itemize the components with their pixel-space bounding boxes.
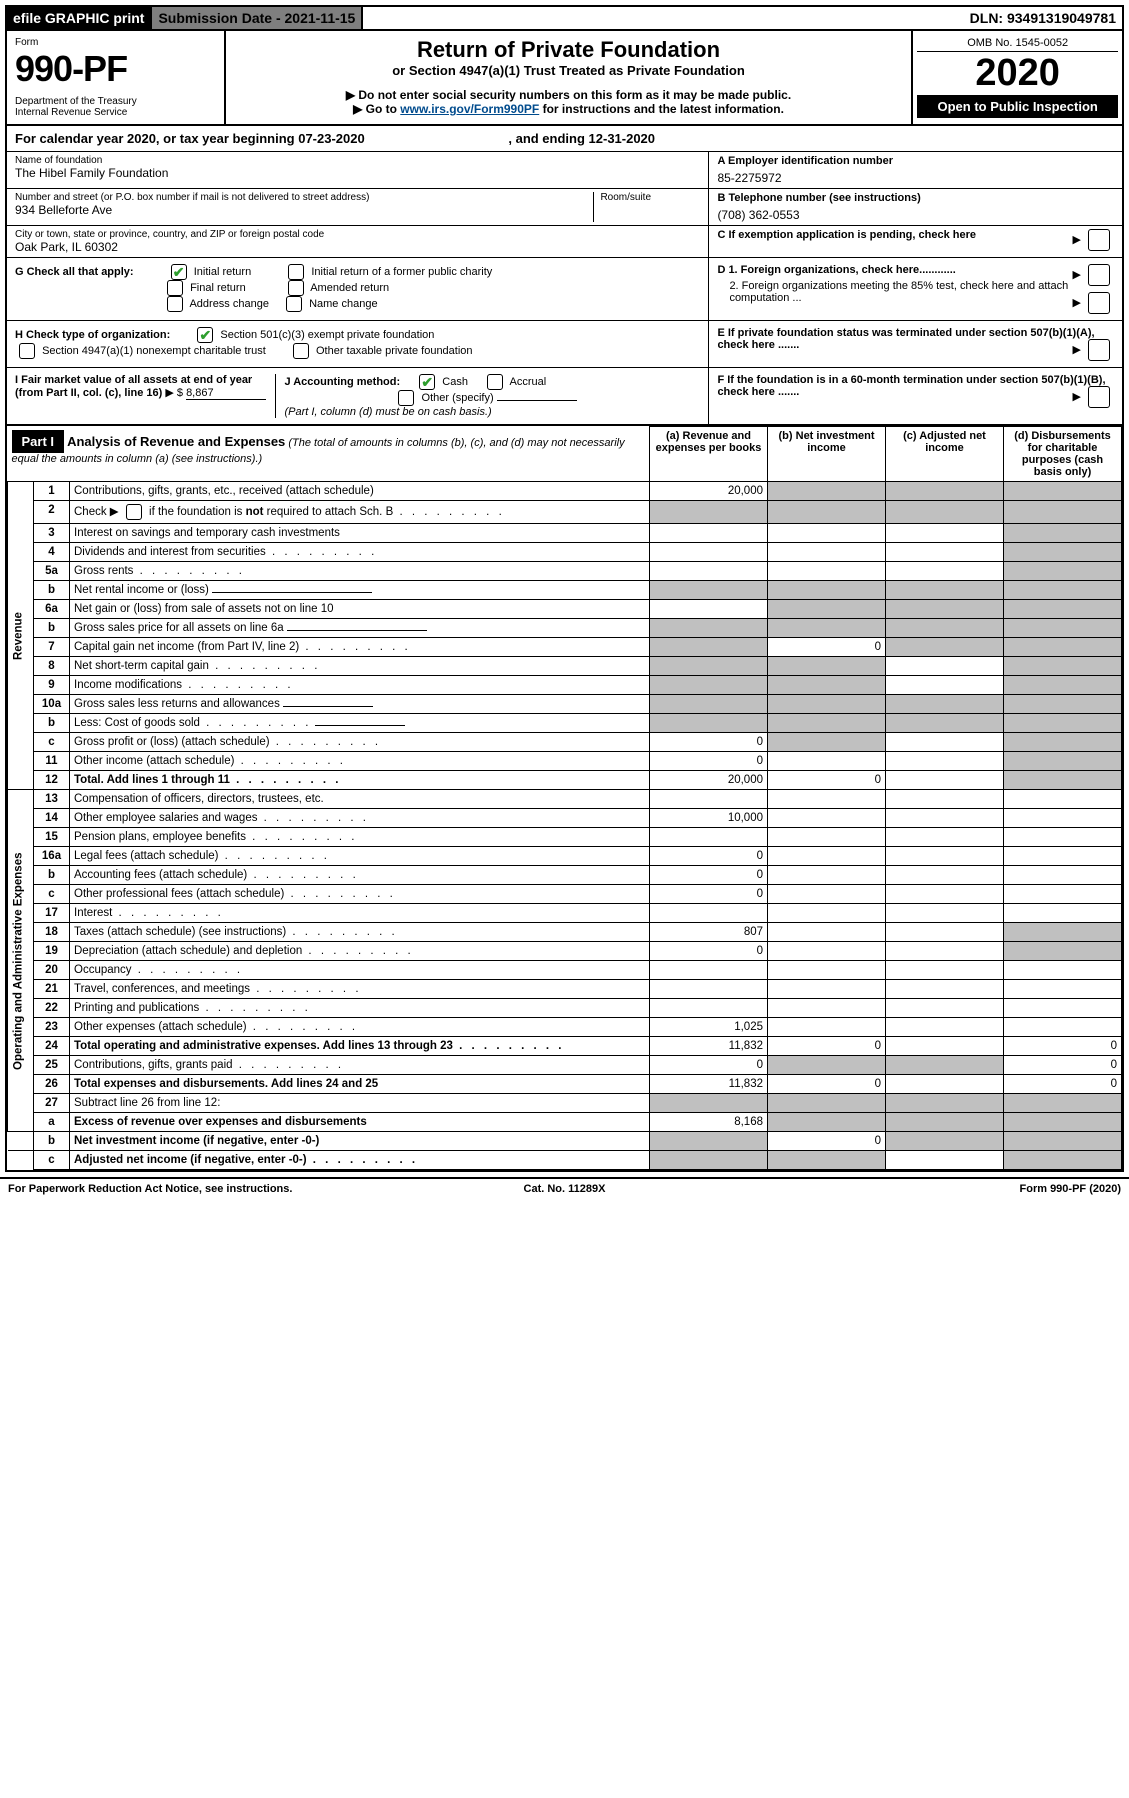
header-row: Form 990-PF Department of the Treasury I…	[7, 31, 1122, 126]
checkbox-cash[interactable]	[419, 374, 435, 390]
box-h: H Check type of organization: Section 50…	[7, 321, 709, 367]
box-f: F If the foundation is in a 60-month ter…	[709, 368, 1122, 424]
checkbox-other-method[interactable]	[398, 390, 414, 406]
submission-date: Submission Date - 2021-11-15	[150, 7, 363, 29]
checkbox-d2[interactable]	[1088, 292, 1110, 314]
box-g: G Check all that apply: Initial return I…	[7, 258, 709, 320]
form-title: Return of Private Foundation	[232, 37, 906, 63]
cat-no: Cat. No. 11289X	[379, 1183, 750, 1195]
checkbox-initial-return[interactable]	[171, 264, 187, 280]
dln-number: DLN: 93491319049781	[964, 7, 1122, 29]
open-inspection: Open to Public Inspection	[917, 95, 1118, 118]
checkbox-amended[interactable]	[288, 280, 304, 296]
omb-number: OMB No. 1545-0052	[917, 35, 1118, 52]
form-title-block: Return of Private Foundation or Section …	[226, 31, 912, 124]
expenses-side-label: Operating and Administrative Expenses	[8, 790, 34, 1132]
calendar-year-row: For calendar year 2020, or tax year begi…	[7, 126, 1122, 152]
checkbox-accrual[interactable]	[487, 374, 503, 390]
checkbox-f[interactable]	[1088, 386, 1110, 408]
foundation-name-cell: Name of foundation The Hibel Family Foun…	[7, 152, 709, 189]
instructions-link[interactable]: www.irs.gov/Form990PF	[400, 102, 539, 116]
fmv-value: 8,867	[186, 387, 266, 400]
box-d: D 1. Foreign organizations, check here..…	[709, 258, 1122, 320]
checkbox-initial-former[interactable]	[288, 264, 304, 280]
form-number: 990-PF	[15, 48, 216, 90]
page-footer: For Paperwork Reduction Act Notice, see …	[0, 1177, 1129, 1199]
checkbox-c[interactable]	[1088, 229, 1110, 251]
checkbox-d1[interactable]	[1088, 264, 1110, 286]
form-container: efile GRAPHIC print Submission Date - 20…	[5, 5, 1124, 1172]
revenue-side-label: Revenue	[8, 482, 34, 790]
efile-print-button[interactable]: efile GRAPHIC print	[7, 7, 150, 29]
checkbox-schB[interactable]	[126, 504, 142, 520]
checkbox-address-change[interactable]	[167, 296, 183, 312]
checkbox-name-change[interactable]	[286, 296, 302, 312]
form-ref: Form 990-PF (2020)	[750, 1183, 1121, 1195]
box-e: E If private foundation status was termi…	[709, 321, 1122, 367]
part1-table: Part I Analysis of Revenue and Expenses …	[7, 426, 1122, 1170]
checkbox-final-return[interactable]	[167, 280, 183, 296]
telephone-cell: B Telephone number (see instructions) (7…	[709, 189, 1122, 226]
paperwork-notice: For Paperwork Reduction Act Notice, see …	[8, 1183, 379, 1195]
year-block: OMB No. 1545-0052 2020 Open to Public In…	[911, 31, 1122, 124]
ein-cell: A Employer identification number 85-2275…	[709, 152, 1122, 189]
form-number-block: Form 990-PF Department of the Treasury I…	[7, 31, 226, 124]
checkbox-4947[interactable]	[19, 343, 35, 359]
checkbox-501c3[interactable]	[197, 327, 213, 343]
exemption-pending-cell: C If exemption application is pending, c…	[709, 226, 1122, 258]
tax-year: 2020	[917, 52, 1118, 95]
part1-label: Part I	[12, 430, 65, 453]
top-bar: efile GRAPHIC print Submission Date - 20…	[7, 7, 1122, 31]
checkbox-e[interactable]	[1088, 339, 1110, 361]
checkbox-other-taxable[interactable]	[293, 343, 309, 359]
